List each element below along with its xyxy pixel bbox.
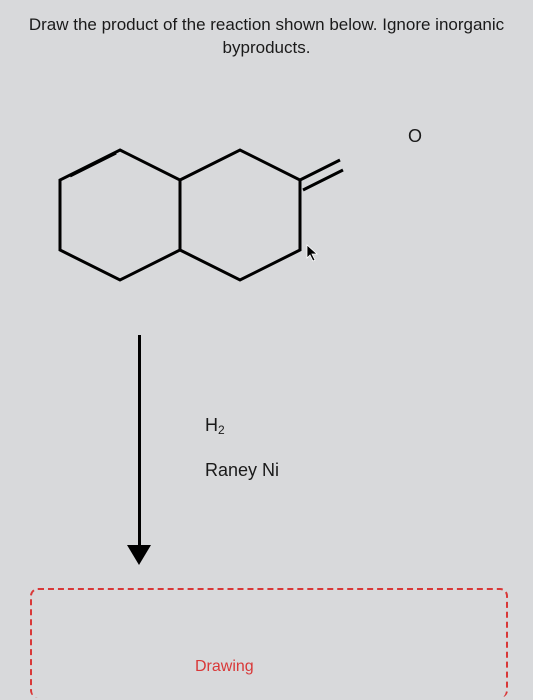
arrow-shaft (138, 335, 141, 550)
question-prompt: Draw the product of the reaction shown b… (0, 0, 533, 60)
ring-left-double-bond (70, 153, 116, 176)
reagent-h2-label: H2 (205, 415, 225, 436)
answer-drawing-area[interactable] (30, 588, 508, 698)
ring-left (60, 150, 180, 280)
carbonyl-bond-2 (303, 170, 343, 190)
carbonyl-bond-1 (300, 160, 340, 180)
ring-right (180, 150, 300, 280)
reagent-h2-subscript: 2 (218, 423, 225, 437)
reagent-h2-text: H (205, 415, 218, 435)
arrow-head-icon (127, 545, 151, 565)
question-line-2: byproducts. (223, 38, 311, 57)
reactant-molecule (40, 120, 440, 320)
reaction-arrow (120, 335, 160, 565)
oxygen-atom-label: O (408, 126, 422, 147)
question-line-1: Draw the product of the reaction shown b… (29, 15, 504, 34)
molecule-svg (40, 120, 440, 320)
drawing-area-label: Drawing (195, 658, 254, 676)
reagent-catalyst-label: Raney Ni (205, 460, 279, 481)
